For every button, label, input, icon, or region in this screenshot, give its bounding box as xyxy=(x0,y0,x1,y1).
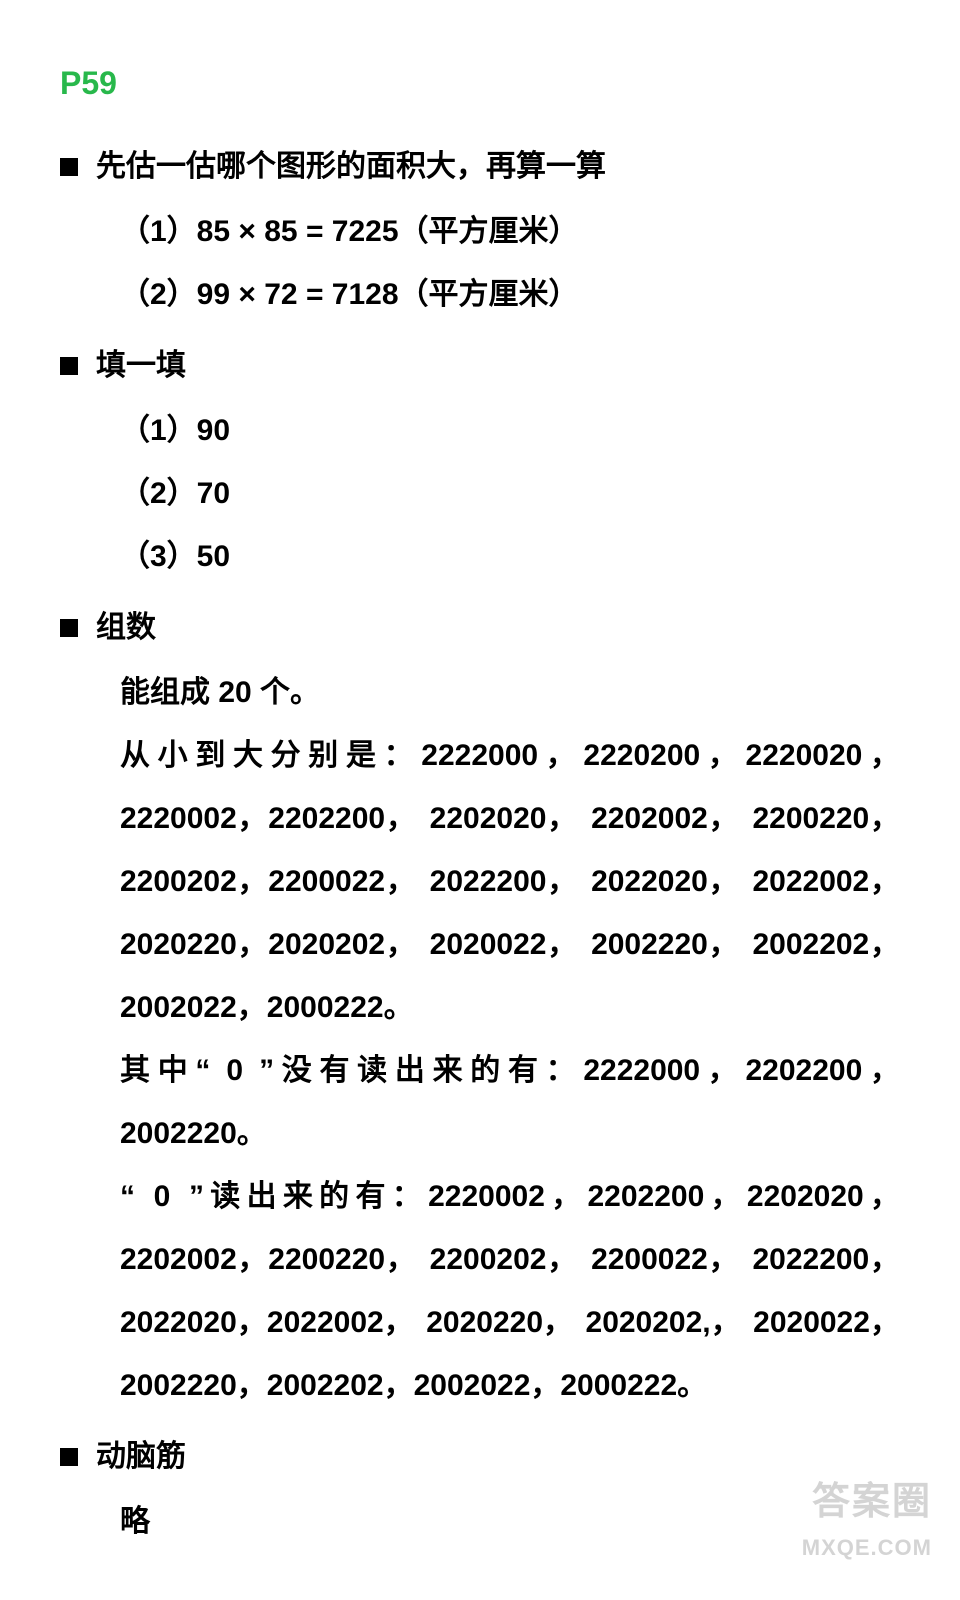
section-2-item-1: （1）90 xyxy=(120,399,900,462)
section-2-item-2: （2）70 xyxy=(120,462,900,525)
section-2-item-3: （3）50 xyxy=(120,525,900,588)
section-4-p1: 略 xyxy=(120,1490,900,1553)
section-1-head: 先估一估哪个图形的面积大，再算一算 xyxy=(60,135,900,198)
bullet-icon xyxy=(60,158,78,176)
section-4-head: 动脑筋 xyxy=(60,1425,900,1488)
section-1-item-2: （2）99 × 72 = 7128（平方厘米） xyxy=(120,263,900,326)
page-label: P59 xyxy=(60,50,900,117)
section-3-title: 组数 xyxy=(96,596,156,659)
section-4-title: 动脑筋 xyxy=(96,1425,186,1488)
bullet-icon xyxy=(60,1448,78,1466)
section-1-item-1: （1）85 × 85 = 7225（平方厘米） xyxy=(120,200,900,263)
section-2-title: 填一填 xyxy=(96,334,186,397)
section-3-p2: 从小到大分别是：2222000，2220200，2220020，2220002，… xyxy=(120,724,900,1039)
section-3-head: 组数 xyxy=(60,596,900,659)
watermark-en: MXQE.COM xyxy=(802,1525,932,1571)
bullet-icon xyxy=(60,357,78,375)
section-3-p4: “ 0 ”读出来的有：2220002，2202200，2202020，22020… xyxy=(120,1165,900,1417)
page: P59 先估一估哪个图形的面积大，再算一算 （1）85 × 85 = 7225（… xyxy=(0,0,960,1593)
section-3-p3: 其中“ 0 ”没有读出来的有：2222000，2202200，2002220。 xyxy=(120,1039,900,1165)
section-2-head: 填一填 xyxy=(60,334,900,397)
bullet-icon xyxy=(60,619,78,637)
section-3-p1: 能组成 20 个。 xyxy=(120,661,900,724)
section-1-title: 先估一估哪个图形的面积大，再算一算 xyxy=(96,135,606,198)
